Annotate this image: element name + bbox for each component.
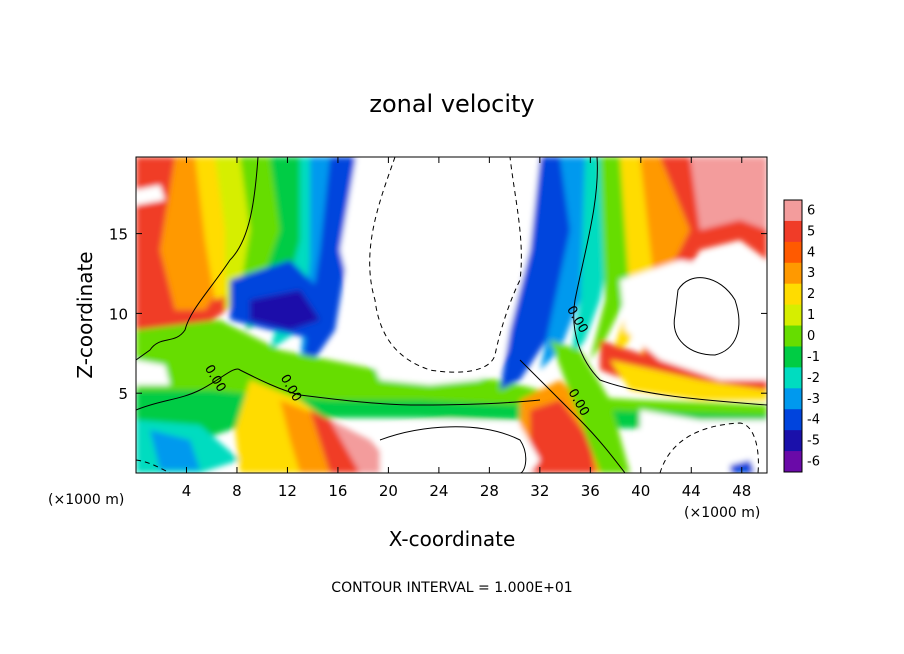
colorbar: 6 5 4 3 2 1 0 -1 -2 -3 -4 -5 -6 bbox=[783, 199, 820, 473]
contour-lines bbox=[136, 157, 767, 473]
colorbar-swatch bbox=[784, 430, 802, 452]
colorbar-label: 2 bbox=[807, 287, 815, 302]
y-tick-label: 5 bbox=[118, 385, 128, 403]
x-tick-label: 36 bbox=[581, 482, 600, 500]
x-tick-label: 12 bbox=[278, 482, 297, 500]
x-tick-label: 16 bbox=[328, 482, 347, 500]
colorbar-swatch bbox=[784, 200, 802, 222]
x-tick-label: 40 bbox=[631, 482, 650, 500]
colorbar-swatch bbox=[784, 262, 802, 285]
colorbar-swatch bbox=[784, 346, 802, 368]
colorbar-swatch bbox=[784, 304, 802, 327]
colorbar-label: -1 bbox=[807, 350, 820, 365]
x-axis-unit: (×1000 m) bbox=[684, 505, 760, 521]
x-tick-label: 4 bbox=[182, 482, 192, 500]
colorbar-swatch bbox=[784, 241, 802, 264]
contour-zero-left-lower bbox=[136, 368, 541, 411]
x-tick-label: 28 bbox=[480, 482, 499, 500]
contour-zero-right bbox=[573, 157, 767, 406]
chart-title: zonal velocity bbox=[369, 90, 534, 118]
x-tick-label: 48 bbox=[732, 482, 751, 500]
x-axis: 4 8 12 16 20 24 28 32 36 40 44 48 bbox=[182, 157, 751, 500]
y-axis: 5 10 15 bbox=[109, 226, 767, 403]
x-tick-label: 44 bbox=[682, 482, 701, 500]
contour-zero-left bbox=[136, 157, 259, 361]
contour-zero-lower-right bbox=[519, 359, 626, 473]
y-axis-label: Z-coordinate bbox=[73, 251, 97, 378]
plot-frame bbox=[135, 156, 768, 474]
velocity-field bbox=[136, 157, 767, 473]
colorbar-swatch bbox=[784, 451, 802, 473]
contour-positive-bottom bbox=[379, 426, 527, 473]
y-tick-label: 10 bbox=[109, 305, 128, 323]
colorbar-label: -6 bbox=[807, 455, 820, 470]
x-axis-label: X-coordinate bbox=[389, 527, 516, 551]
colorbar-label: -4 bbox=[807, 413, 820, 428]
colorbar-swatch bbox=[784, 283, 802, 306]
colorbar-label: 0 bbox=[807, 329, 815, 344]
colorbar-label: 5 bbox=[807, 224, 815, 239]
x-tick-label: 8 bbox=[232, 482, 242, 500]
colorbar-label: 6 bbox=[807, 203, 815, 218]
y-axis-unit: (×1000 m) bbox=[48, 492, 124, 508]
colorbar-frame bbox=[783, 199, 803, 473]
contour-negative-lower-left bbox=[136, 459, 171, 473]
colorbar-swatch bbox=[784, 388, 802, 410]
x-tick-label: 20 bbox=[379, 482, 398, 500]
contour-positive-right bbox=[673, 277, 740, 356]
plot-area: 0.00 0.000.000.00 bbox=[136, 157, 767, 473]
x-tick-label: 24 bbox=[429, 482, 448, 500]
colorbar-swatch bbox=[784, 325, 802, 347]
contour-negative-center bbox=[369, 157, 522, 373]
colorbar-label: 4 bbox=[807, 245, 815, 260]
colorbar-label: 3 bbox=[807, 266, 815, 281]
x-tick-label: 32 bbox=[530, 482, 549, 500]
colorbar-label: 1 bbox=[807, 308, 815, 323]
contour-interval-note: CONTOUR INTERVAL = 1.000E+01 bbox=[331, 580, 572, 596]
colorbar-label: -2 bbox=[807, 371, 820, 386]
colorbar-swatch bbox=[784, 367, 802, 389]
colorbar-label: -5 bbox=[807, 434, 820, 449]
y-tick-label: 15 bbox=[109, 226, 128, 244]
colorbar-swatch bbox=[784, 409, 802, 431]
colorbar-swatch bbox=[784, 220, 802, 243]
colorbar-label: -3 bbox=[807, 392, 820, 407]
